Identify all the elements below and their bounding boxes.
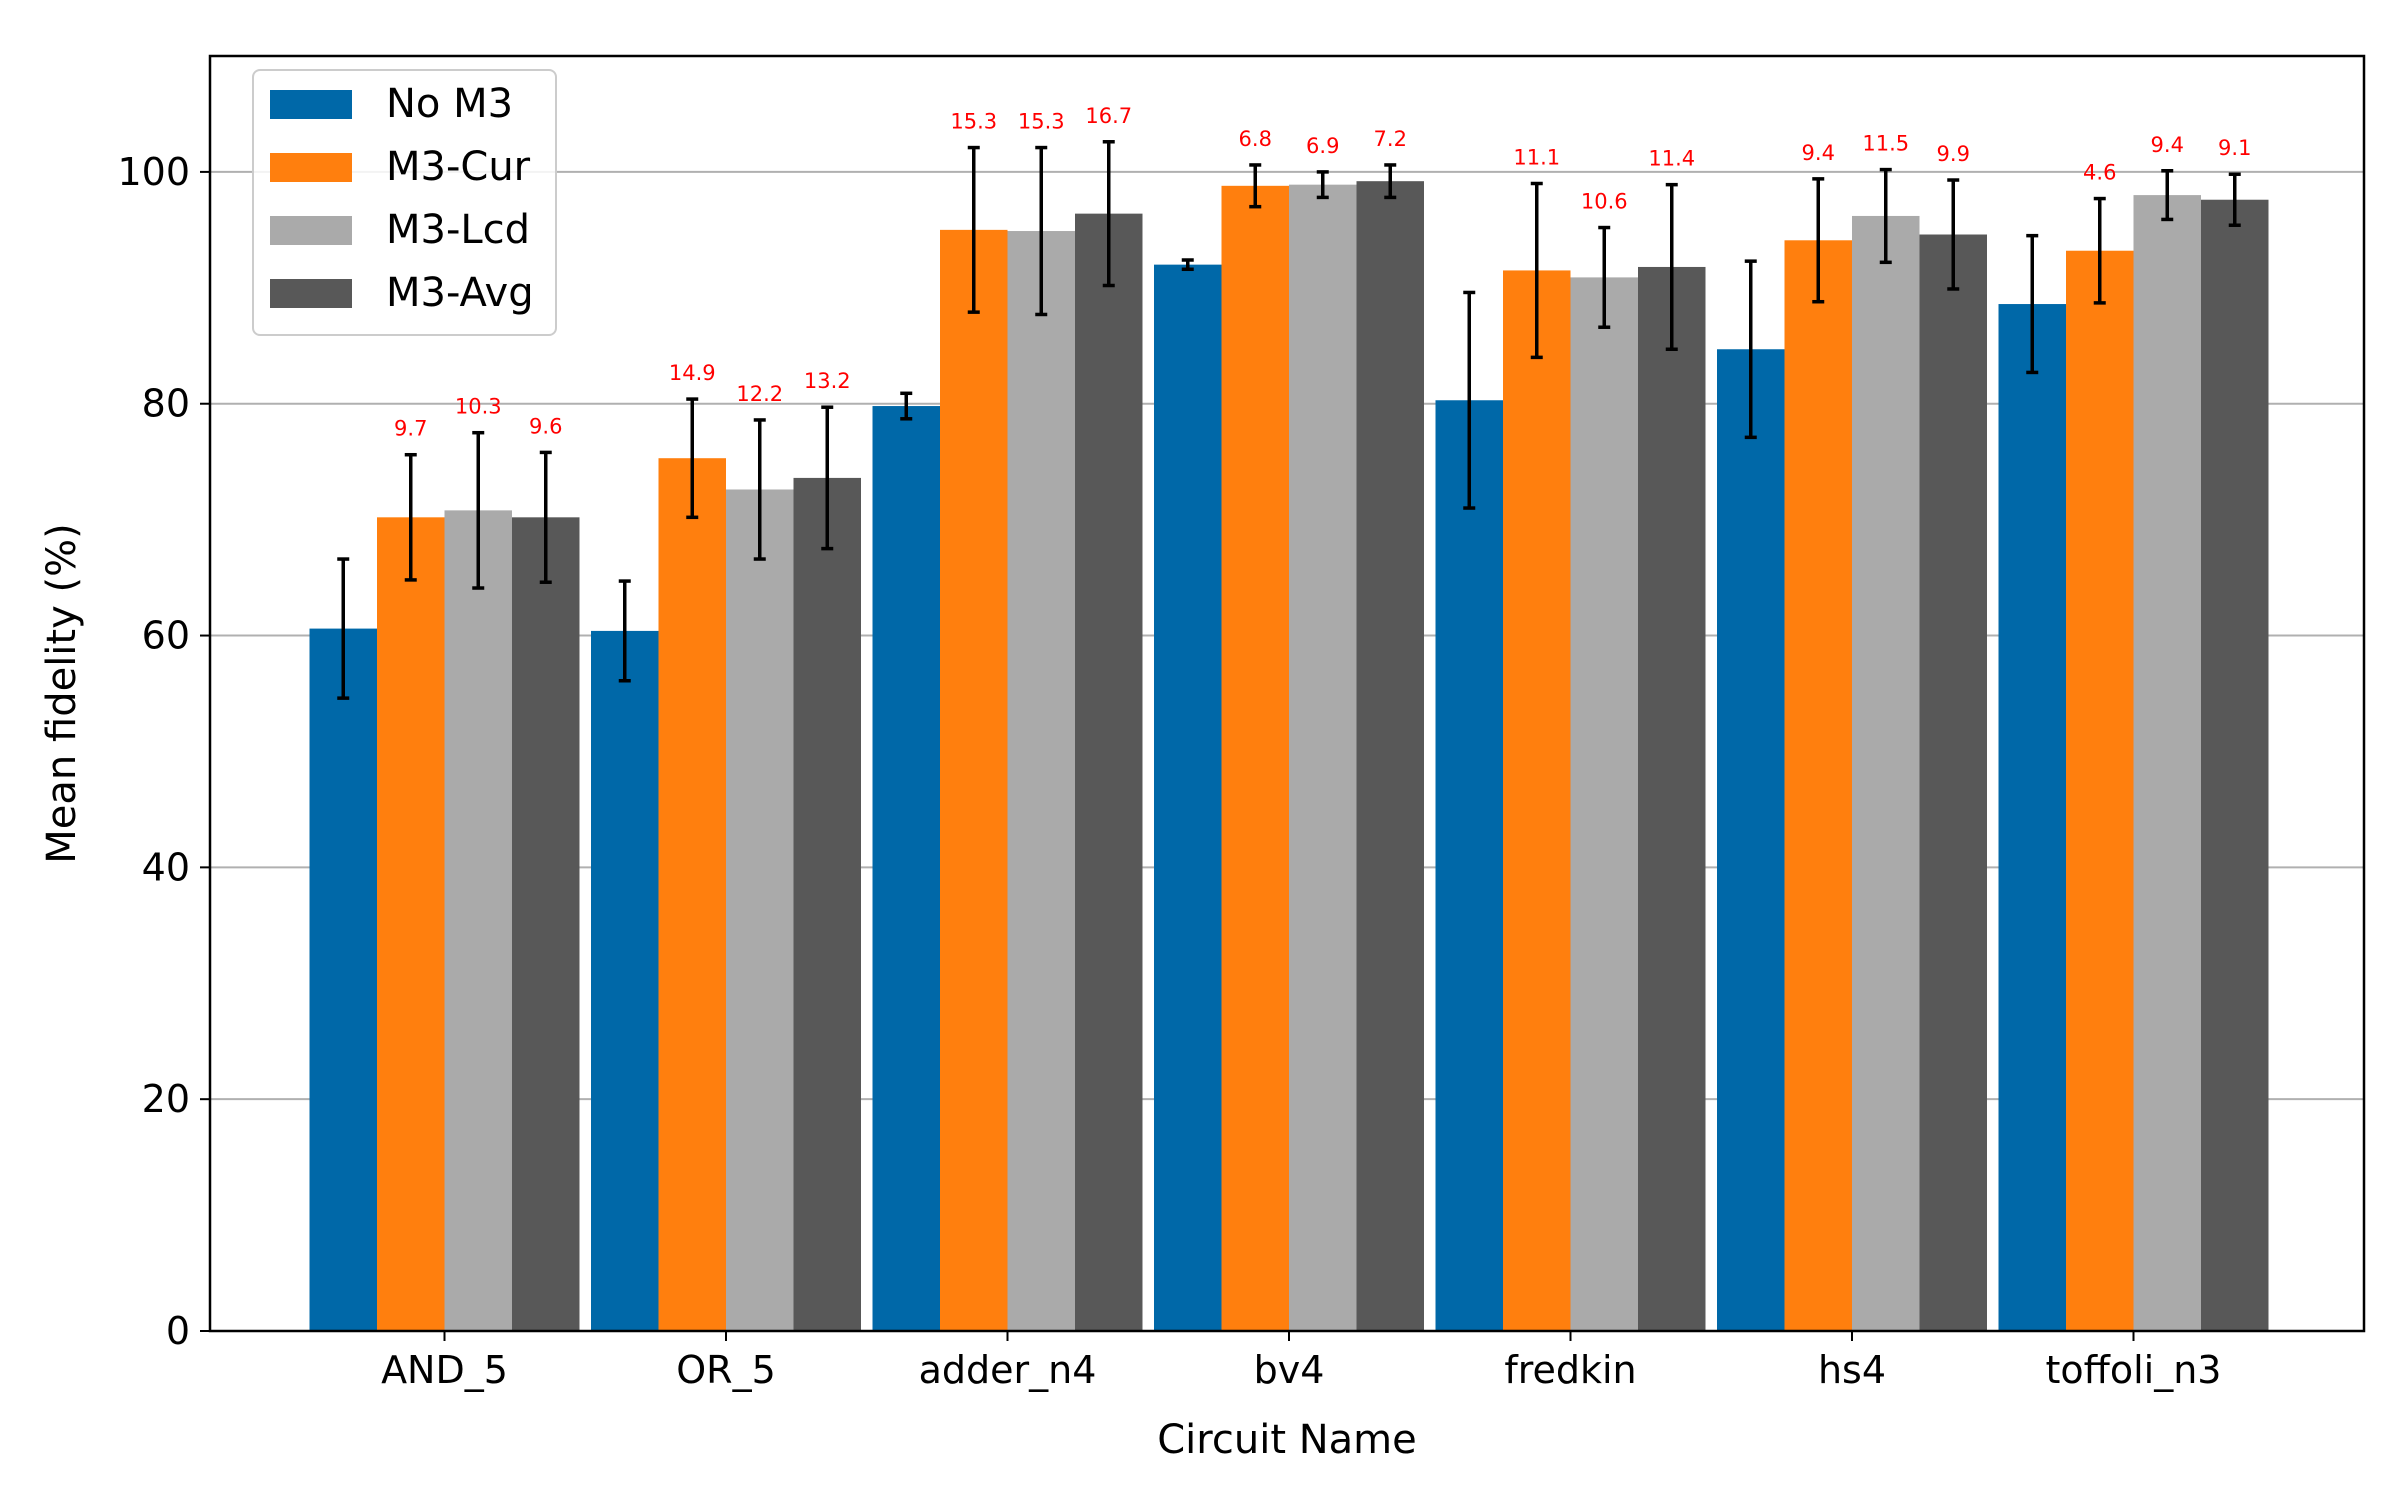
bar: [793, 477, 861, 1332]
y-axis-ticks: 0 20 40 60 80 100: [117, 150, 210, 1353]
x-tick-label: hs4: [1818, 1348, 1886, 1392]
gain-label: 9.6: [529, 414, 562, 438]
bar: [1852, 215, 1920, 1331]
gain-label: 15.3: [1018, 110, 1065, 134]
bar: [309, 628, 377, 1331]
gain-label: 12.2: [736, 382, 783, 406]
gain-label: 6.9: [1306, 134, 1339, 158]
x-tick-label: toffoli_n3: [2046, 1348, 2222, 1392]
gain-label: 9.1: [2218, 136, 2251, 160]
legend-box: [252, 69, 557, 336]
x-tick-label: bv4: [1254, 1348, 1325, 1392]
bar: [2133, 195, 2201, 1331]
gain-label: 11.4: [1648, 147, 1695, 171]
gain-label: 10.3: [455, 395, 502, 419]
y-tick-label: 40: [142, 845, 190, 889]
bar: [1717, 349, 1785, 1331]
legend-label: No M3: [386, 81, 513, 127]
gain-label: 9.9: [1937, 142, 1970, 166]
bar: [1075, 213, 1143, 1332]
x-axis-title: Circuit Name: [1157, 1417, 1416, 1463]
gain-label: 9.7: [394, 417, 427, 441]
bar: [1007, 231, 1075, 1332]
bar: [1356, 181, 1424, 1331]
gain-label: 6.8: [1239, 127, 1272, 151]
legend-swatch: [270, 216, 352, 245]
x-tick-label: adder_n4: [919, 1348, 1097, 1392]
x-axis-ticks: AND_5 OR_5 adder_n4 bv4 fredkin hs4 toffoli_n3: [381, 1331, 2221, 1392]
bar: [872, 406, 940, 1332]
legend-label: M3-Avg: [386, 270, 534, 316]
gain-label: 4.6: [2083, 161, 2116, 185]
bar: [444, 510, 512, 1331]
gain-label: 9.4: [1802, 141, 1835, 165]
bar: [1570, 277, 1638, 1331]
gain-label: 9.4: [2151, 133, 2184, 157]
x-tick-label: OR_5: [676, 1348, 776, 1392]
y-tick-label: 60: [142, 614, 190, 658]
bar: [1919, 234, 1987, 1331]
error-bars: [337, 140, 2241, 700]
y-tick-label: 0: [166, 1309, 190, 1353]
gain-label: 10.6: [1581, 190, 1628, 214]
gain-label: 16.7: [1085, 104, 1132, 128]
bar: [1154, 264, 1222, 1331]
legend-swatch: [270, 153, 352, 182]
legend: No M3 M3-Cur M3-Lcd M3-Avg: [252, 69, 557, 336]
y-axis-title: Mean fidelity (%): [39, 523, 85, 863]
bar: [591, 630, 659, 1331]
legend-label: M3-Cur: [386, 144, 531, 190]
x-tick-label: AND_5: [381, 1348, 508, 1392]
bar: [1784, 240, 1852, 1332]
legend-swatch: [270, 279, 352, 308]
bar: [512, 517, 580, 1331]
bar: [377, 517, 445, 1331]
bar: [1638, 266, 1706, 1331]
y-tick-label: 80: [142, 382, 190, 426]
gain-labels: 9.7 10.3 9.6 14.9 12.2 13.2 15.3 15.3 16.7 6.8 6.9…: [394, 104, 2251, 441]
gain-label: 7.2: [1374, 127, 1407, 151]
bar: [1503, 270, 1571, 1331]
axes-frame: [208, 54, 2366, 1333]
bar: [1221, 185, 1289, 1332]
bar: [1435, 400, 1503, 1331]
bar: [658, 458, 726, 1331]
bar: [2201, 199, 2269, 1331]
bar: [1998, 304, 2066, 1332]
bar: [1289, 184, 1357, 1332]
x-tick-label: fredkin: [1504, 1348, 1636, 1392]
gain-label: 11.5: [1862, 132, 1909, 156]
y-tick-label: 100: [117, 150, 190, 194]
gain-label: 11.1: [1513, 146, 1560, 170]
gain-label: 13.2: [804, 369, 851, 393]
y-tick-label: 20: [142, 1077, 190, 1121]
gain-label: 15.3: [950, 110, 997, 134]
bar: [2066, 250, 2134, 1331]
legend-swatch: [270, 90, 352, 119]
bars: [309, 181, 2269, 1332]
bar: [940, 229, 1008, 1331]
gain-label: 14.9: [669, 361, 716, 385]
bar: [726, 489, 794, 1331]
legend-label: M3-Lcd: [386, 207, 530, 253]
